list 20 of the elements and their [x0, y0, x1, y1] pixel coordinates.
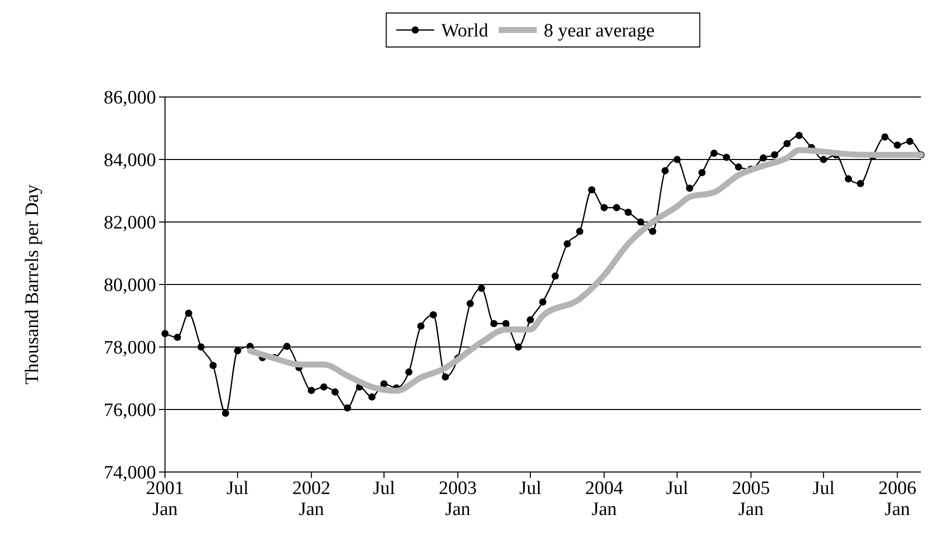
x-tick-label: Jul	[226, 478, 249, 499]
y-tick-label: 84,000	[104, 150, 156, 172]
x-tick-label: 2003 Jan	[438, 478, 477, 520]
x-tick-label: 2004 Jan	[585, 478, 624, 520]
x-tick-label: Jul	[666, 478, 688, 499]
y-axis-title: Thousand Barrels per Day	[22, 184, 43, 384]
y-tick-label: 82,000	[104, 212, 156, 234]
x-tick-label: 2006 Jan	[878, 478, 916, 520]
x-tick-label: Jul	[519, 478, 542, 499]
legend-label: World	[441, 20, 489, 42]
x-tick-label: Jul	[812, 478, 835, 499]
legend-label: 8 year average	[544, 20, 655, 42]
x-tick-label: Jul	[372, 478, 396, 499]
x-tick-label: 2005 Jan	[732, 478, 770, 520]
y-tick-label: 86,000	[104, 88, 156, 109]
y-tick-label: 78,000	[104, 338, 156, 359]
x-tick-label: 2001 Jan	[146, 478, 184, 520]
y-tick-label: 80,000	[104, 275, 156, 296]
x-tick-label: 2002 Jan	[292, 478, 330, 520]
y-tick-label: 76,000	[104, 400, 156, 422]
